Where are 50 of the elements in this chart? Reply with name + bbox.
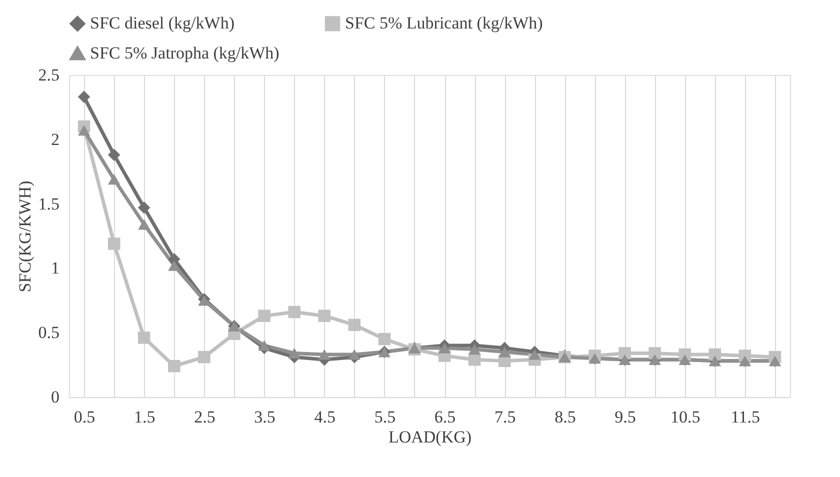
point [108, 238, 120, 250]
y-tick-label: 0.5 [38, 323, 60, 342]
point [378, 332, 391, 346]
point [528, 349, 541, 360]
legend-label: SFC 5% Lubricant (kg/kWh) [345, 14, 543, 33]
point [258, 340, 270, 351]
x-tick-label: 0.5 [74, 408, 96, 426]
point [498, 346, 511, 358]
x-tick-label: 9.5 [614, 408, 636, 426]
y-tick-label: 2 [51, 130, 60, 149]
legend-label: SFC diesel (kg/kWh) [90, 14, 234, 33]
point [348, 318, 361, 331]
point [648, 347, 661, 360]
y-tick-label: 1.5 [38, 194, 60, 214]
x-axis-title: LOAD(KG) [388, 428, 472, 446]
point [168, 360, 180, 372]
x-tick-label: 5.5 [374, 408, 396, 426]
x-tick-label: 2.5 [194, 408, 216, 426]
x-tick-label: 3.5 [254, 408, 276, 426]
point [138, 202, 150, 214]
point [618, 347, 631, 360]
point [78, 90, 90, 104]
point [468, 354, 481, 366]
y-tick-label: 1 [51, 258, 60, 278]
point [258, 310, 270, 322]
point [138, 332, 150, 344]
point [438, 342, 451, 354]
x-tick-label: 4.5 [314, 408, 336, 426]
x-tick-label: 7.5 [494, 408, 516, 426]
legend-label: SFC 5% Jatropha (kg/kWh) [90, 44, 280, 62]
point [318, 349, 330, 360]
x-tick-label: 1.5 [134, 408, 156, 426]
point [288, 348, 300, 359]
y-tick-label: 2.5 [38, 66, 60, 84]
x-tick-label: 8.5 [554, 408, 576, 426]
point [78, 125, 90, 136]
point [288, 306, 300, 318]
x-tick-label: 6.5 [434, 408, 456, 426]
x-tick-label: 10.5 [670, 408, 700, 426]
x-tick-label: 11.5 [730, 408, 760, 426]
y-axis-title: SFC(KG/KWH) [15, 180, 34, 292]
point [108, 174, 120, 185]
y-tick-label: 0 [51, 388, 60, 406]
point [318, 310, 330, 322]
point [198, 350, 210, 364]
point [468, 344, 481, 355]
point [168, 260, 180, 271]
point [348, 349, 361, 360]
point [138, 219, 150, 230]
point [108, 148, 120, 161]
